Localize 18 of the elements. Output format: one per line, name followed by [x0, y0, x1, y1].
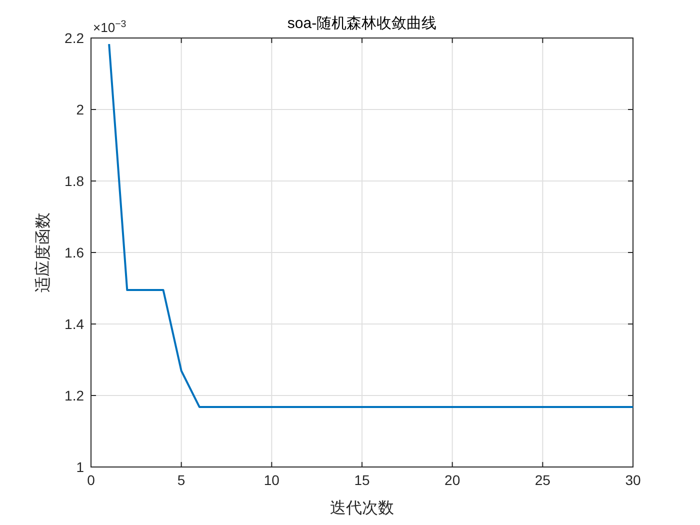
y-tick-label: 1: [76, 459, 84, 475]
x-tick-label: 10: [264, 472, 280, 488]
x-tick-label: 25: [534, 472, 551, 488]
text: ×10$^{−3}$: [93, 18, 126, 35]
y-tick-label: 2: [76, 102, 84, 118]
y-tick-label: 1.2: [64, 388, 84, 404]
x-tick-label: 30: [625, 472, 641, 488]
y-axis-title: 适应度函数: [34, 212, 52, 292]
y-tick-label: 2.2: [64, 30, 84, 46]
x-axis-title: 迭代次数: [330, 499, 394, 517]
y-tick-label: 1.6: [64, 244, 84, 260]
x-tick-label: 20: [444, 472, 460, 488]
chart-title: soa-随机森林收敛曲线: [287, 15, 437, 32]
y-tick-label: 1.4: [64, 316, 84, 332]
y-tick-label: 1.8: [64, 173, 84, 189]
x-tick-label: 15: [354, 472, 370, 488]
x-tick-label: 5: [177, 472, 186, 488]
x-tick-label: 0: [87, 472, 96, 488]
